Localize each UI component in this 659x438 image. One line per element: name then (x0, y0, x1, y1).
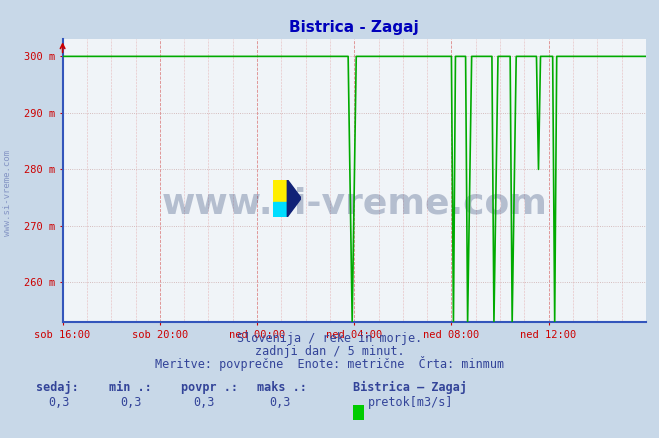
Text: Bistrica – Zagaj: Bistrica – Zagaj (353, 381, 467, 394)
Text: 0,3: 0,3 (121, 396, 142, 410)
Text: min .:: min .: (109, 381, 152, 394)
Bar (273, 202, 287, 217)
Title: Bistrica - Zagaj: Bistrica - Zagaj (289, 21, 419, 35)
Text: www.si-vreme.com: www.si-vreme.com (3, 150, 13, 236)
Polygon shape (287, 180, 301, 217)
Text: 0,3: 0,3 (193, 396, 214, 410)
Text: Meritve: povprečne  Enote: metrične  Črta: minmum: Meritve: povprečne Enote: metrične Črta:… (155, 356, 504, 371)
Text: Slovenija / reke in morje.: Slovenija / reke in morje. (237, 332, 422, 345)
Text: sedaj:: sedaj: (36, 381, 79, 394)
Text: pretok[m3/s]: pretok[m3/s] (368, 396, 453, 410)
Text: www.si-vreme.com: www.si-vreme.com (161, 186, 547, 220)
Text: 0,3: 0,3 (48, 396, 69, 410)
Text: maks .:: maks .: (257, 381, 307, 394)
Bar (273, 180, 287, 202)
Text: povpr .:: povpr .: (181, 381, 238, 394)
Text: 0,3: 0,3 (269, 396, 290, 410)
Text: zadnji dan / 5 minut.: zadnji dan / 5 minut. (254, 345, 405, 358)
